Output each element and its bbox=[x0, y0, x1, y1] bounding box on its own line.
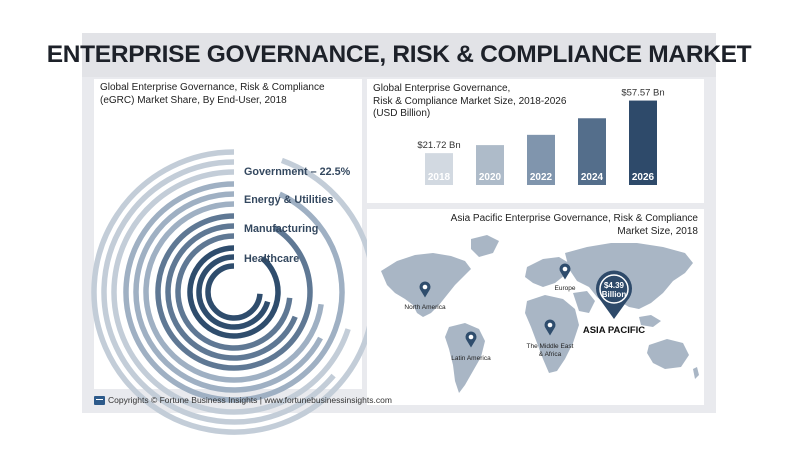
radial-arc-manufacturing-3 bbox=[175, 233, 293, 351]
asia-pacific-pin-icon bbox=[596, 270, 632, 319]
page-title: ENTERPRISE GOVERNANCE, RISK & COMPLIANCE… bbox=[46, 41, 752, 68]
map-title: Asia Pacific Enterprise Governance, Risk… bbox=[451, 213, 698, 238]
map-title-line-1: Asia Pacific Enterprise Governance, Risk… bbox=[450, 213, 698, 224]
middle-east-shape bbox=[573, 291, 595, 313]
map-pin-icon-3-dot bbox=[468, 334, 474, 340]
radial-arc-healthcare-2 bbox=[196, 254, 271, 330]
radial-arc-manufacturing-1 bbox=[155, 213, 313, 371]
footer: Copyrights © Fortune Business Insights |… bbox=[94, 392, 392, 408]
map-pin-icon-4 bbox=[544, 319, 556, 336]
map-region-label-4-line-2: & Africa bbox=[539, 351, 562, 358]
radial-arc-manufacturing-2 bbox=[165, 223, 298, 361]
map-pin-icon-2-shape bbox=[559, 263, 571, 280]
bar-year-label-2026: 2026 bbox=[632, 172, 655, 183]
new-zealand-shape bbox=[693, 367, 699, 379]
map-pin-icon-3 bbox=[465, 331, 477, 348]
radial-arc-energy-utilities-3 bbox=[143, 201, 324, 383]
legend-label-2: Energy & Utilities bbox=[244, 194, 333, 206]
map-region-label-4: The Middle East bbox=[527, 343, 574, 350]
market-size-title-line-2: Risk & Compliance Market Size, 2018-2026 bbox=[373, 95, 567, 107]
title-banner: ENTERPRISE GOVERNANCE, RISK & COMPLIANCE… bbox=[47, 33, 752, 77]
market-share-panel: Global Enterprise Governance, Risk & Com… bbox=[91, 79, 377, 435]
map-title-line-2: Market Size, 2018 bbox=[617, 225, 698, 237]
radial-arc-energy-utilities-1 bbox=[123, 181, 345, 403]
asia-pacific-pin-ring bbox=[599, 274, 629, 304]
map-pin-icon-2-dot bbox=[562, 266, 568, 272]
legend-label-1: Government – 22.5% bbox=[244, 166, 351, 178]
world-map-land bbox=[381, 235, 699, 393]
infographic-frame: ENTERPRISE GOVERNANCE, RISK & COMPLIANCE… bbox=[47, 33, 752, 435]
southeast-asia-shape bbox=[639, 315, 661, 327]
map-pin-icon-3-shape bbox=[465, 331, 477, 348]
radial-arc-healthcare-3 bbox=[205, 263, 263, 321]
bar-2026 bbox=[629, 100, 657, 185]
asia-pacific-value: $4.39 bbox=[604, 281, 625, 290]
radial-arc-healthcare-1 bbox=[187, 245, 281, 339]
map-markers: North America Europe Latin America The Midd… bbox=[404, 263, 645, 362]
bar-value-label-2018: $21.72 Bn bbox=[417, 140, 460, 151]
bar-2022 bbox=[527, 134, 555, 185]
map-pin-icon-2 bbox=[559, 263, 571, 280]
bar-year-label-2020: 2020 bbox=[479, 172, 502, 183]
legend-label-3: Manufacturing bbox=[244, 223, 318, 235]
bar-2020 bbox=[476, 145, 504, 185]
asia-pacific-label: ASIA PACIFIC bbox=[583, 325, 645, 336]
map-region-label-1: North America bbox=[404, 304, 446, 311]
bar-year-label-2024: 2024 bbox=[581, 172, 604, 183]
footer-text: Copyrights © Fortune Business Insights |… bbox=[108, 395, 392, 405]
market-size-panel: Global Enterprise Governance, Risk & Com… bbox=[367, 79, 704, 203]
bar-year-label-2022: 2022 bbox=[530, 172, 553, 183]
australia-shape bbox=[647, 339, 689, 369]
market-size-bar-chart: 2018 $21.72 Bn 2020 2022 2024 2026 $57.57 Bn bbox=[417, 88, 665, 185]
map-pin-icon-1-dot bbox=[422, 284, 428, 290]
asia-pacific-map-panel: Asia Pacific Enterprise Governance, Risk… bbox=[367, 209, 704, 405]
radial-arc-energy-utilities-2 bbox=[133, 191, 323, 393]
radial-arc-government-2 bbox=[101, 159, 336, 425]
market-size-title: Global Enterprise Governance, Risk & Com… bbox=[373, 83, 566, 121]
greenland-shape bbox=[471, 235, 499, 257]
legend-label-4: Healthcare bbox=[244, 253, 299, 265]
africa-shape bbox=[525, 295, 579, 373]
radial-bar-chart: Government – 22.5% Energy & Utilities Manu… bbox=[91, 149, 377, 435]
bar-value-label-2026: $57.57 Bn bbox=[621, 88, 664, 99]
map-pin-icon-4-dot bbox=[547, 322, 553, 328]
fortune-logo-icon bbox=[94, 395, 105, 405]
bar-year-label-2018: 2018 bbox=[428, 172, 451, 183]
market-size-title-line-3: (USD Billion) bbox=[373, 108, 431, 119]
bar-2018 bbox=[425, 153, 453, 185]
bar-2024 bbox=[578, 118, 606, 185]
map-pin-icon-1-shape bbox=[419, 281, 431, 298]
radial-arc-government-3 bbox=[111, 169, 351, 415]
world-map: North America Europe Latin America The Midd… bbox=[381, 235, 699, 393]
map-pin-icon-1 bbox=[419, 281, 431, 298]
market-share-title-line-1: Global Enterprise Governance, Risk & Com… bbox=[100, 82, 325, 93]
europe-shape bbox=[525, 257, 569, 287]
market-size-title-line-1: Global Enterprise Governance, bbox=[373, 83, 511, 94]
market-share-title-line-2: (eGRC) Market Share, By End-User, 2018 bbox=[100, 94, 287, 106]
map-region-label-3: Latin America bbox=[451, 355, 491, 362]
map-pin-icon-4-shape bbox=[544, 319, 556, 336]
map-region-label-2: Europe bbox=[555, 285, 576, 292]
asia-pacific-value-unit: Billion bbox=[602, 290, 627, 299]
market-share-title: Global Enterprise Governance, Risk & Com… bbox=[100, 82, 325, 107]
